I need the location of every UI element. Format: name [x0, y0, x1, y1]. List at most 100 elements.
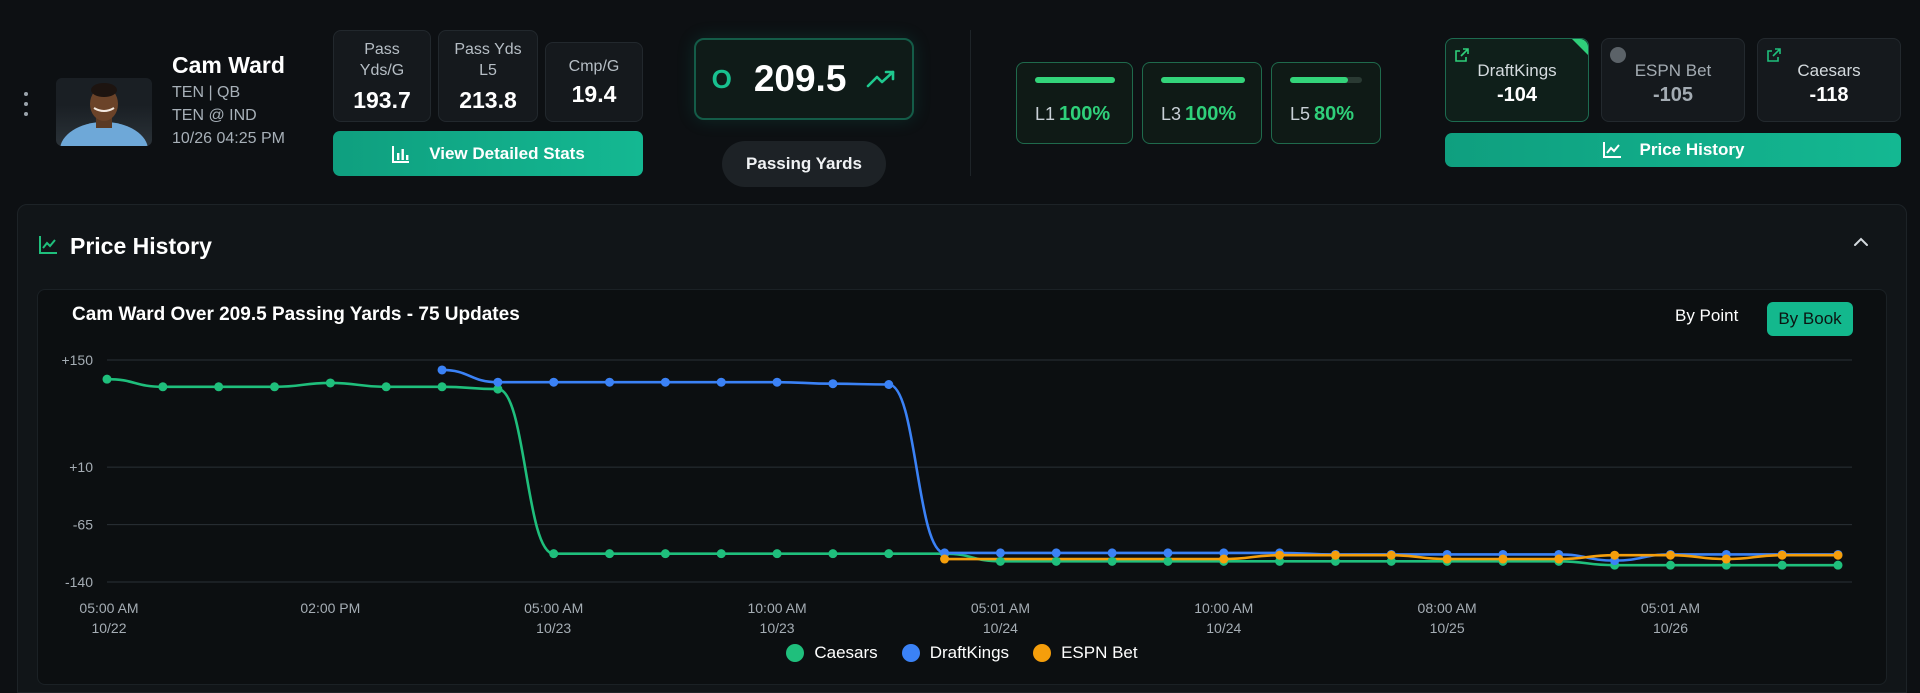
hit-rate-text: L3 100% — [1161, 103, 1236, 126]
line-display: O 209.5 — [694, 38, 914, 120]
price-history-button-label: Price History — [1639, 140, 1745, 159]
data-point-espn-bet — [1777, 550, 1787, 560]
data-point-caesars — [828, 549, 838, 559]
series-line-espn-bet — [944, 553, 1838, 561]
hit-rate-label: L5 — [1290, 104, 1311, 124]
hit-rate-l5: L5 80% — [1271, 62, 1381, 144]
legend-swatch — [901, 644, 920, 662]
y-tick-label: +10 — [69, 459, 93, 475]
hit-rate-fill — [1290, 77, 1348, 83]
price-chart-card: Cam Ward Over 209.5 Passing Yards - 75 U… — [37, 289, 1887, 685]
external-link-icon[interactable] — [1766, 47, 1782, 63]
stat-label: Pass Yds L5 — [454, 40, 522, 79]
status-dot-icon — [1610, 47, 1626, 63]
data-point-draftkings — [772, 377, 782, 387]
x-tick-label: 05:01 AM — [971, 600, 1030, 616]
view-detailed-stats-button[interactable]: View Detailed Stats — [333, 131, 643, 176]
data-point-draftkings — [549, 377, 559, 387]
data-point-caesars — [158, 382, 168, 392]
data-point-espn-bet — [1442, 554, 1452, 564]
data-point-draftkings — [828, 379, 838, 389]
hit-rate-l3: L3 100% — [1142, 62, 1262, 144]
x-tick-label: 05:01 AM — [1641, 600, 1700, 616]
price-history-panel: Price History Cam Ward Over 209.5 Passin… — [17, 204, 1907, 693]
x-tick-date-label: 10/26 — [1653, 620, 1688, 636]
hit-rate-value: 100% — [1185, 103, 1237, 125]
data-point-espn-bet — [1498, 554, 1508, 564]
data-point-espn-bet — [1833, 550, 1843, 560]
stat-completions-per-game: Cmp/G 19.4 — [545, 42, 643, 122]
book-price: -104 — [1496, 84, 1538, 106]
legend-label: Caesars — [814, 643, 878, 662]
data-point-draftkings — [1107, 548, 1117, 558]
data-point-draftkings — [437, 365, 447, 375]
stat-label: Cmp/G — [568, 58, 620, 75]
data-point-caesars — [1163, 556, 1173, 566]
hit-rate-bar — [1035, 77, 1115, 83]
data-point-caesars — [493, 384, 503, 394]
data-point-draftkings — [660, 377, 670, 387]
data-point-caesars — [1833, 560, 1843, 570]
data-point-caesars — [437, 382, 447, 392]
legend-label: DraftKings — [929, 643, 1010, 662]
player-name: Cam Ward — [172, 52, 285, 78]
x-tick-date-label: 10/24 — [983, 620, 1018, 636]
data-point-caesars — [1777, 560, 1787, 570]
price-chart: +150 +10 -65 -140 05:00 AM 10/22 02:00 PM 05:00… — [61, 352, 1852, 636]
x-tick-label: 05:00 AM — [524, 600, 583, 616]
external-link-icon[interactable] — [1454, 47, 1470, 63]
hit-rate-bar — [1161, 77, 1245, 83]
book-price: -118 — [1809, 84, 1849, 106]
hit-rate-text: L5 80% — [1290, 103, 1354, 126]
legend-item-draftkings[interactable]: DraftKings — [901, 643, 1010, 663]
stat-value: 193.7 — [353, 86, 411, 113]
more-options-icon[interactable] — [22, 92, 30, 116]
book-name: DraftKings — [1477, 61, 1557, 80]
book-card-draftkings[interactable]: DraftKings -104 — [1445, 38, 1589, 122]
book-price: -105 — [1652, 84, 1694, 106]
data-point-caesars — [1107, 556, 1117, 566]
x-tick-date-label: 10/24 — [1206, 620, 1241, 636]
legend-label: ESPN Bet — [1061, 643, 1138, 662]
data-point-draftkings — [884, 379, 894, 389]
price-history-button[interactable]: Price History — [1445, 133, 1901, 167]
by-point-toggle[interactable]: By Point — [1675, 306, 1739, 325]
legend-swatch — [786, 644, 805, 662]
x-tick-date-label: 10/25 — [1430, 620, 1465, 636]
data-point-draftkings — [995, 548, 1005, 558]
data-point-draftkings — [493, 377, 503, 387]
stat-pass-yds-l5: Pass Yds L5 213.8 — [438, 30, 538, 122]
trending-up-icon — [867, 70, 895, 88]
chart-legend: Caesars DraftKings ESPN Bet — [38, 643, 1886, 663]
book-card-caesars[interactable]: Caesars -118 — [1757, 38, 1901, 122]
stat-label: Pass Yds/G — [359, 40, 405, 79]
data-point-caesars — [102, 374, 112, 384]
data-point-caesars — [1051, 556, 1061, 566]
market-pill[interactable]: Passing Yards — [722, 141, 886, 187]
data-point-draftkings — [716, 377, 726, 387]
hit-rate-l1: L1 100% — [1016, 62, 1133, 144]
x-tick-label: 10:00 AM — [747, 600, 806, 616]
legend-item-caesars[interactable]: Caesars — [786, 643, 878, 663]
data-point-draftkings — [605, 377, 615, 387]
book-card-espn-bet[interactable]: ESPN Bet -105 — [1601, 38, 1745, 122]
view-detailed-stats-label: View Detailed Stats — [429, 143, 585, 163]
data-point-draftkings — [1051, 548, 1061, 558]
data-point-caesars — [1665, 560, 1675, 570]
data-point-espn-bet — [1275, 550, 1285, 560]
data-point-caesars — [660, 549, 670, 559]
data-point-caesars — [549, 549, 559, 559]
avatar — [56, 78, 152, 146]
panel-title: Price History — [70, 233, 212, 259]
legend-swatch — [1033, 644, 1052, 662]
data-point-espn-bet — [940, 554, 950, 564]
by-book-toggle[interactable]: By Book — [1767, 302, 1853, 336]
chevron-up-icon[interactable] — [1852, 233, 1870, 251]
data-point-espn-bet — [1721, 554, 1731, 564]
data-point-caesars — [270, 382, 280, 392]
y-tick-label: +150 — [61, 352, 93, 368]
game-datetime: 10/26 04:25 PM — [172, 130, 285, 147]
x-tick-label: 08:00 AM — [1418, 600, 1477, 616]
legend-item-espn-bet[interactable]: ESPN Bet — [1033, 643, 1138, 663]
